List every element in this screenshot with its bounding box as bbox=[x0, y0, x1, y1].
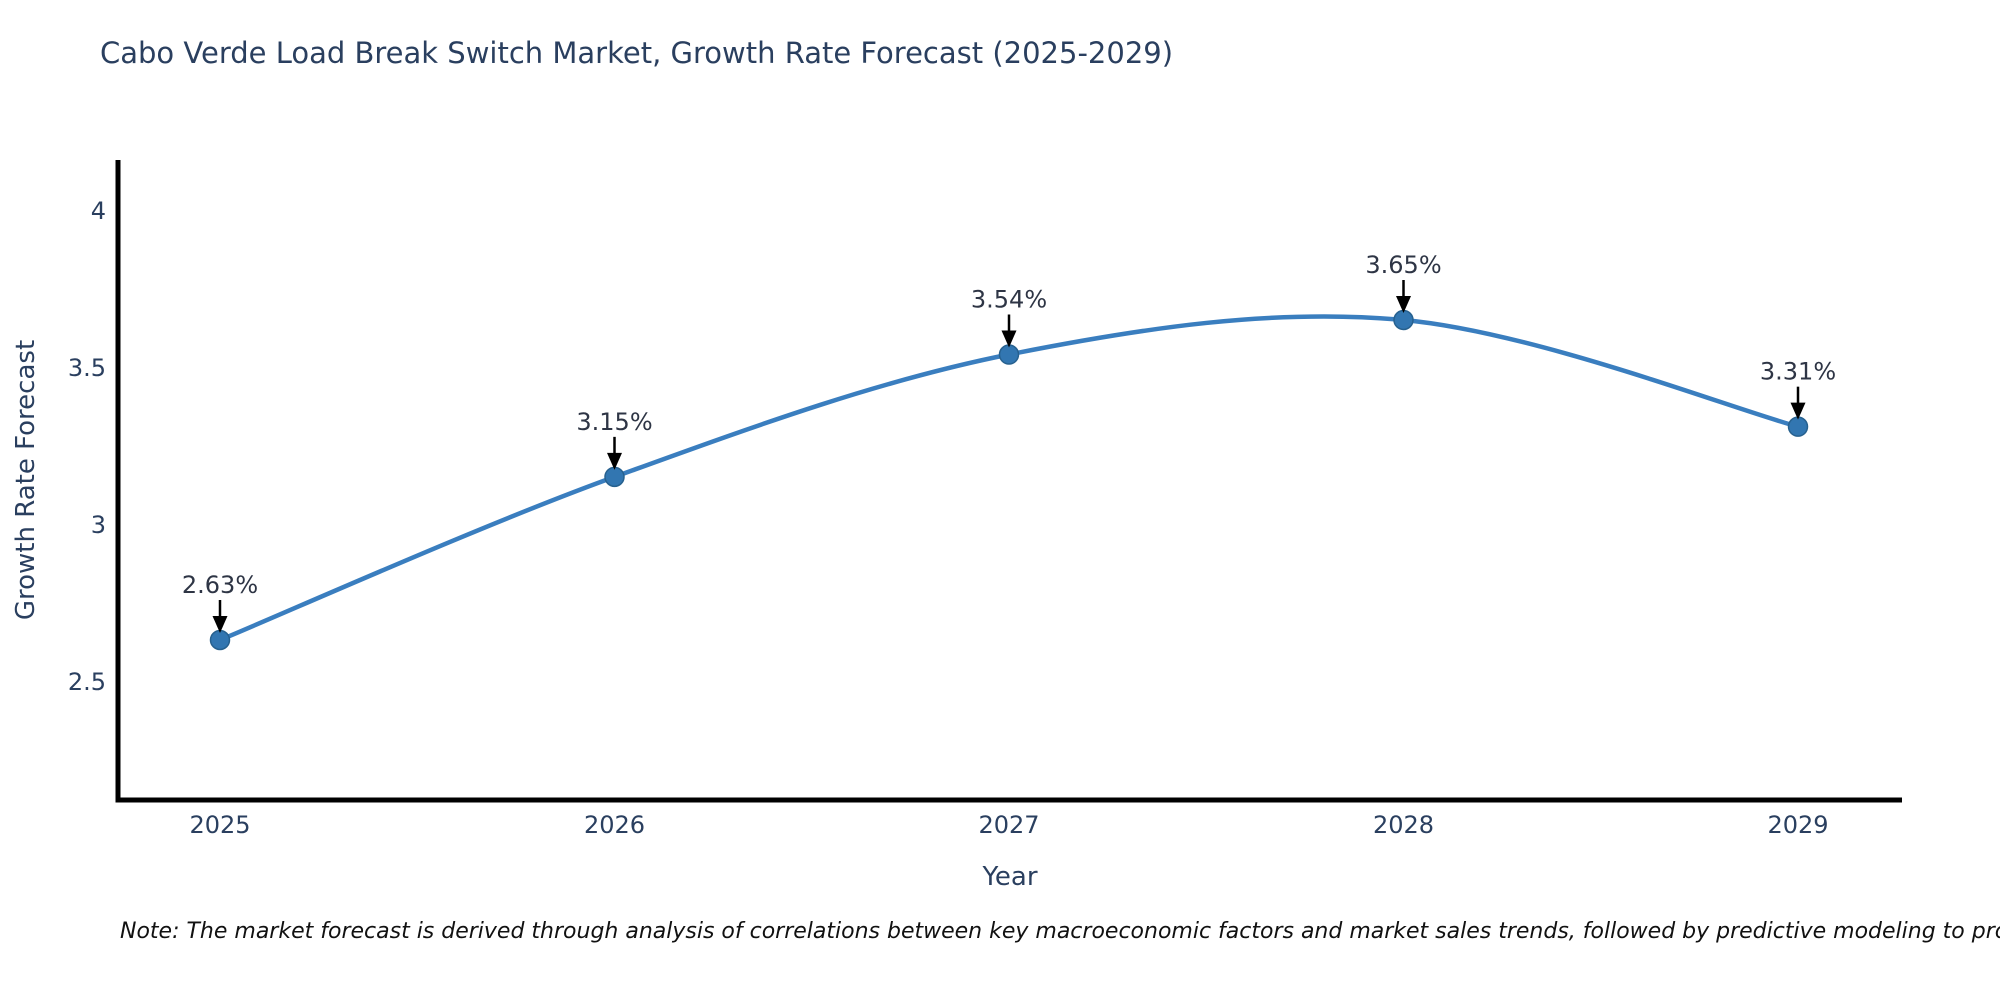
x-tick-label: 2026 bbox=[584, 811, 645, 839]
x-tick-label: 2025 bbox=[189, 811, 250, 839]
y-axis-title: Growth Rate Forecast bbox=[11, 340, 41, 620]
annotation-arrow-head bbox=[607, 452, 622, 470]
data-point-value-label: 3.65% bbox=[1365, 251, 1441, 279]
annotation-arrow-head bbox=[1396, 296, 1411, 313]
x-tick-labels: 2025 2026 2027 2028 2029 bbox=[189, 811, 1828, 839]
chart-title: Cabo Verde Load Break Switch Market, Gro… bbox=[100, 36, 1173, 70]
y-tick-label: 2.5 bbox=[68, 668, 106, 696]
data-point-value-label: 3.31% bbox=[1760, 358, 1836, 386]
trend-line bbox=[219, 314, 1799, 643]
footnote: Note: The market forecast is derived thr… bbox=[120, 919, 2000, 944]
data-point-marker bbox=[1393, 309, 1414, 331]
data-point-marker bbox=[1787, 416, 1809, 437]
point-annotations: 2.63% 3.15% 3.54% 3.65% 3.31% bbox=[182, 251, 1836, 633]
y-tick-label: 3.5 bbox=[68, 354, 106, 382]
y-tick-label: 4 bbox=[91, 197, 106, 225]
y-tick-label: 3 bbox=[91, 511, 106, 539]
x-tick-label: 2029 bbox=[1767, 811, 1828, 839]
annotation-arrow-head bbox=[1001, 330, 1017, 348]
x-axis-title: Year bbox=[981, 862, 1037, 892]
y-tick-labels: 2.5 3 3.5 4 bbox=[68, 197, 106, 696]
data-point-marker bbox=[209, 629, 231, 651]
data-markers bbox=[209, 309, 1809, 651]
annotation-arrow-head bbox=[212, 616, 228, 633]
data-point-marker bbox=[604, 466, 625, 488]
x-tick-label: 2027 bbox=[978, 811, 1039, 839]
data-point-marker bbox=[998, 344, 1020, 365]
annotation-arrow-head bbox=[1790, 402, 1806, 420]
x-tick-label: 2028 bbox=[1373, 811, 1434, 839]
data-point-value-label: 3.54% bbox=[971, 286, 1047, 314]
data-point-value-label: 3.15% bbox=[576, 408, 652, 436]
data-point-value-label: 2.63% bbox=[182, 571, 258, 599]
